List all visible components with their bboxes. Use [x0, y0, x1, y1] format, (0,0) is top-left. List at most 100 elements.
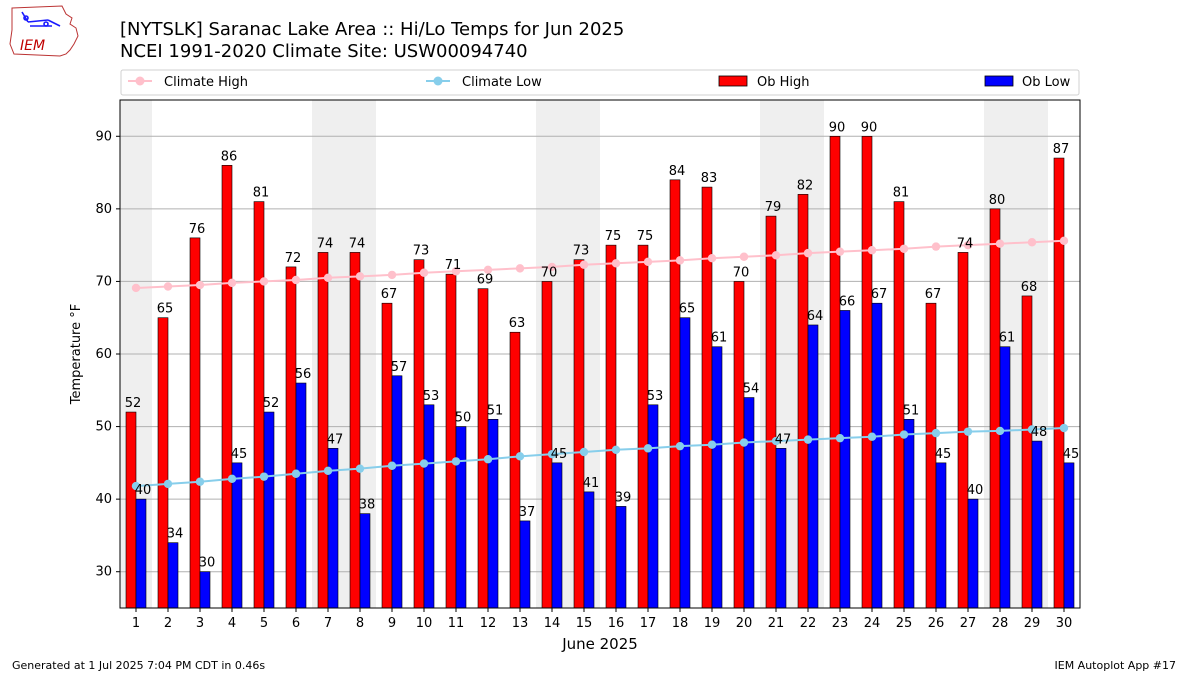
ob-low-bar-10 — [423, 404, 435, 609]
climate-low-point-23 — [835, 433, 845, 443]
ob-low-bar-20 — [743, 397, 755, 609]
climate-low-point-5 — [259, 472, 269, 481]
ob-high-label-3: 76 — [189, 222, 206, 237]
climate-high-point-9 — [387, 270, 397, 280]
ob-low-bar-26 — [935, 462, 947, 609]
ob-low-bar-11 — [455, 426, 467, 609]
ob-high-label-20: 70 — [733, 265, 750, 280]
climate-high-point-26 — [931, 242, 941, 251]
ob-low-bar-24 — [871, 302, 883, 609]
ob-high-bar-7 — [317, 252, 329, 609]
ob-low-bar-1 — [135, 498, 147, 609]
x-tick-label-25: 25 — [896, 616, 913, 631]
ob-high-label-21: 79 — [765, 200, 782, 215]
x-tick-label-9: 9 — [388, 616, 396, 631]
ob-high-label-16: 75 — [605, 229, 622, 244]
legend-item-ob-low: Ob Low — [984, 75, 1071, 90]
ob-high-bar-16 — [605, 244, 617, 609]
ob-high-bar-13 — [509, 331, 521, 609]
logo-text: IEM — [20, 38, 45, 54]
ob-low-bar-27 — [967, 498, 979, 609]
x-tick-label-29: 29 — [1024, 616, 1041, 631]
climate-low-point-6 — [291, 469, 301, 478]
legend: Climate High Climate Low Ob High Ob Low — [120, 69, 1080, 96]
x-tick-label-27: 27 — [960, 616, 977, 631]
ob-high-label-25: 81 — [893, 186, 910, 201]
y-tick-label-90: 90 — [95, 129, 112, 144]
x-tick-label-2: 2 — [164, 616, 172, 631]
climate-high-point-25 — [899, 244, 909, 253]
ob-low-label-1: 40 — [135, 483, 152, 498]
ob-low-bar-3 — [199, 571, 211, 609]
climate-high-point-19 — [707, 254, 717, 263]
climate-high-point-7 — [323, 273, 333, 282]
ob-low-label-3: 30 — [199, 556, 216, 571]
climate-low-point-10 — [419, 459, 429, 468]
ob-low-bar-15 — [583, 491, 595, 609]
chart-title: [NYTSLK] Saranac Lake Area :: Hi/Lo Temp… — [120, 19, 624, 40]
ob-high-label-17: 75 — [637, 229, 654, 244]
ob-high-bar-29 — [1021, 295, 1033, 609]
ob-low-label-25: 51 — [903, 403, 920, 418]
ob-low-label-28: 61 — [999, 331, 1016, 346]
legend-label-ob-low: Ob Low — [1022, 75, 1071, 90]
ob-low-label-20: 54 — [743, 382, 760, 397]
climate-high-point-8 — [355, 272, 365, 281]
ob-high-bar-21 — [765, 215, 777, 609]
climate-high-point-1 — [131, 283, 141, 293]
ob-high-label-29: 68 — [1021, 280, 1038, 295]
climate-low-point-14 — [547, 449, 557, 459]
ob-high-label-12: 69 — [477, 273, 494, 288]
ob-high-bar-19 — [701, 186, 713, 609]
ob-high-label-28: 80 — [989, 193, 1006, 208]
ob-low-bar-13 — [519, 520, 531, 609]
ob-low-label-8: 38 — [359, 498, 376, 513]
ob-high-label-5: 81 — [253, 186, 270, 201]
climate-high-point-24 — [867, 246, 877, 255]
ob-low-label-9: 57 — [391, 360, 408, 375]
ob-high-label-10: 73 — [413, 244, 430, 259]
ob-high-bar-18 — [669, 179, 681, 609]
climate-high-point-10 — [419, 268, 429, 277]
ob-low-label-15: 41 — [583, 476, 600, 491]
ob-high-bar-9 — [381, 302, 393, 609]
x-tick-label-15: 15 — [576, 616, 593, 631]
legend-item-ob-high: Ob High — [718, 75, 810, 90]
ob-high-label-6: 72 — [285, 251, 302, 266]
ob-low-label-23: 66 — [839, 294, 856, 309]
climate-low-point-29 — [1027, 425, 1037, 434]
climate-low-point-16 — [611, 445, 621, 454]
x-tick-label-14: 14 — [544, 616, 561, 631]
ob-high-label-30: 87 — [1053, 142, 1070, 157]
ob-low-bar-21 — [775, 448, 787, 609]
climate-low-point-25 — [899, 430, 909, 439]
legend-label-ob-high: Ob High — [757, 75, 810, 90]
ob-low-bar-19 — [711, 346, 723, 609]
x-tick-label-18: 18 — [672, 616, 689, 631]
ob-high-label-24: 90 — [861, 120, 878, 135]
x-tick-label-28: 28 — [992, 616, 1009, 631]
x-tick-label-12: 12 — [480, 616, 497, 631]
x-tick-label-30: 30 — [1056, 616, 1073, 631]
climate-high-point-28 — [995, 239, 1005, 248]
climate-low-point-1 — [131, 481, 141, 491]
climate-low-point-13 — [515, 452, 525, 461]
climate-low-point-21 — [771, 436, 781, 446]
x-tick-label-20: 20 — [736, 616, 753, 631]
ob-high-label-14: 70 — [541, 265, 558, 280]
climate-high-point-16 — [611, 259, 621, 268]
climate-low-point-20 — [739, 438, 749, 447]
x-tick-label-19: 19 — [704, 616, 721, 631]
x-tick-label-16: 16 — [608, 616, 625, 631]
ob-high-label-18: 84 — [669, 164, 686, 179]
climate-low-point-28 — [995, 426, 1005, 436]
climate-high-point-15 — [579, 260, 589, 269]
legend-item-climate-high: Climate High — [128, 75, 248, 90]
x-tick-label-8: 8 — [356, 616, 364, 631]
climate-low-line — [135, 427, 1065, 488]
ob-high-bar-12 — [477, 288, 489, 609]
x-tick-label-7: 7 — [324, 616, 332, 631]
y-tick-label-30: 30 — [95, 565, 112, 580]
ob-high-bar-17 — [637, 244, 649, 609]
ob-low-label-18: 65 — [679, 302, 696, 317]
